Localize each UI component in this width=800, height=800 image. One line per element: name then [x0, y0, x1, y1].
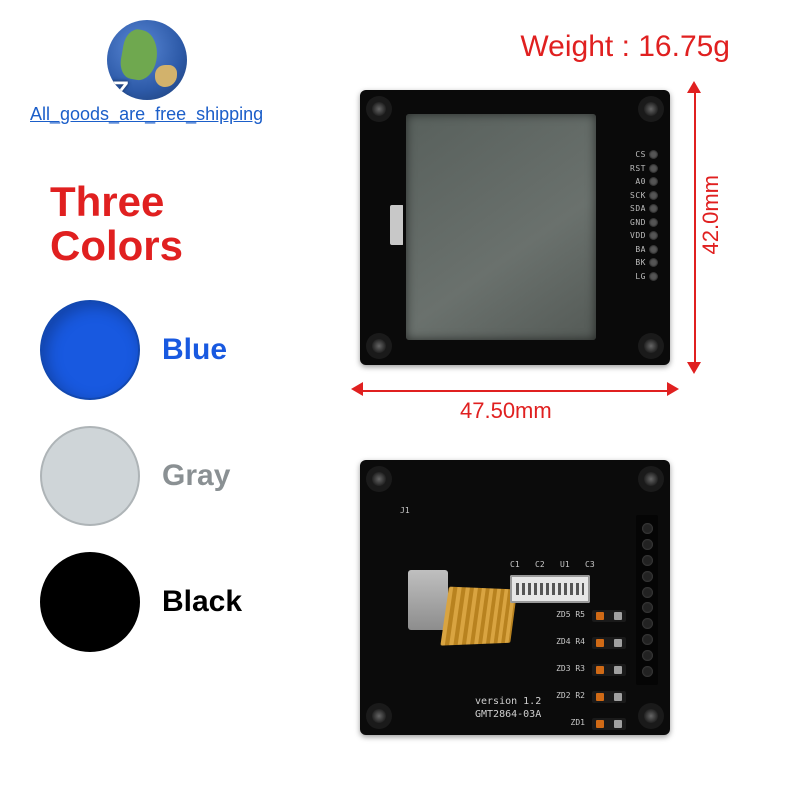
dimension-label-height: 42.0mm	[698, 175, 724, 254]
zif-socket	[510, 575, 590, 603]
color-swatch-list: Blue Gray Black	[40, 300, 242, 678]
logo-tagline: All_goods_are_free_shipping	[30, 104, 263, 125]
swatch-label-blue: Blue	[162, 333, 227, 367]
globe-icon: TZ	[107, 20, 187, 100]
lcd-screen	[406, 114, 596, 340]
swatch-row-black: Black	[40, 552, 242, 652]
pin-bk: BK	[628, 258, 658, 267]
lcd-module-front: CS RST A0 SCK SDA GND VDD BA BK LG	[360, 90, 670, 365]
pcb-model: GMT2864-03A	[475, 709, 541, 720]
pin-label: GND	[628, 218, 646, 227]
silk-ref: C3	[585, 560, 595, 569]
smd-component	[592, 664, 626, 676]
mount-hole	[638, 96, 664, 122]
mount-hole	[638, 703, 664, 729]
pin-header-front: CS RST A0 SCK SDA GND VDD BA BK LG	[628, 150, 658, 281]
pin-dot	[649, 177, 658, 186]
lcd-module-back: J1 C1 C2 U1 C3 ZD5 R5 ZD4 R4 ZD3 R3 ZD2 …	[360, 460, 670, 735]
pin-header-back	[636, 515, 658, 685]
heading-line-1: Three	[50, 178, 164, 225]
swatch-row-blue: Blue	[40, 300, 242, 400]
pin-label: A0	[628, 177, 646, 186]
flex-connector	[408, 570, 448, 630]
silk-row: ZD5 R5	[556, 610, 585, 619]
smd-component	[592, 610, 626, 622]
pin-label: LG	[628, 272, 646, 281]
pcb-version: version 1.2	[475, 696, 541, 707]
side-clip	[390, 205, 404, 245]
pin-dot	[649, 258, 658, 267]
mount-hole	[638, 333, 664, 359]
silk-row: ZD1	[571, 718, 585, 727]
swatch-circle-gray	[40, 426, 140, 526]
pin-label: SDA	[628, 204, 646, 213]
swatch-label-gray: Gray	[162, 459, 230, 493]
smd-component	[592, 691, 626, 703]
logo-monogram: TZ	[107, 77, 127, 100]
pin-label: BA	[628, 245, 646, 254]
mount-hole	[366, 703, 392, 729]
pin-dot	[649, 231, 658, 240]
mount-hole	[638, 466, 664, 492]
pin-label: VDD	[628, 231, 646, 240]
pin-dot	[649, 204, 658, 213]
pin-dot	[649, 245, 658, 254]
pin-gnd: GND	[628, 218, 658, 227]
pin-sda: SDA	[628, 204, 658, 213]
pin-dot	[649, 191, 658, 200]
swatch-circle-black	[40, 552, 140, 652]
smd-component-row	[592, 610, 626, 730]
pin-vdd: VDD	[628, 231, 658, 240]
silk-row: ZD2 R2	[556, 691, 585, 700]
pin-label: RST	[628, 164, 646, 173]
shop-logo: TZ All_goods_are_free_shipping	[30, 20, 263, 125]
silk-row: ZD4 R4	[556, 637, 585, 646]
silk-ref: U1	[560, 560, 570, 569]
pin-lg: LG	[628, 272, 658, 281]
dimension-arrow-width	[360, 382, 670, 392]
pin-a0: A0	[628, 177, 658, 186]
pin-dot	[649, 150, 658, 159]
pin-label: BK	[628, 258, 646, 267]
pin-dot	[649, 272, 658, 281]
swatch-label-black: Black	[162, 585, 242, 619]
smd-component	[592, 718, 626, 730]
dimension-label-width: 47.50mm	[460, 398, 552, 424]
mount-hole	[366, 466, 392, 492]
mount-hole	[366, 333, 392, 359]
pin-cs: CS	[628, 150, 658, 159]
pin-sck: SCK	[628, 191, 658, 200]
pin-rst: RST	[628, 164, 658, 173]
pin-label: SCK	[628, 191, 646, 200]
pin-label: CS	[628, 150, 646, 159]
pcb-version-text: version 1.2 GMT2864-03A	[475, 696, 541, 721]
smd-component	[592, 637, 626, 649]
dimension-arrow-height	[686, 90, 696, 365]
silk-j1: J1	[400, 506, 410, 515]
silk-ref: C2	[535, 560, 545, 569]
silk-ref: C1	[510, 560, 520, 569]
flex-ribbon	[440, 587, 517, 646]
pin-dot	[649, 164, 658, 173]
weight-label: Weight : 16.75g	[520, 30, 730, 64]
silk-row: ZD3 R3	[556, 664, 585, 673]
pin-dot	[649, 218, 658, 227]
swatch-row-gray: Gray	[40, 426, 242, 526]
pin-ba: BA	[628, 245, 658, 254]
heading-line-2: Colors	[50, 222, 183, 269]
mount-hole	[366, 96, 392, 122]
swatch-circle-blue	[40, 300, 140, 400]
three-colors-heading: Three Colors	[50, 180, 183, 268]
